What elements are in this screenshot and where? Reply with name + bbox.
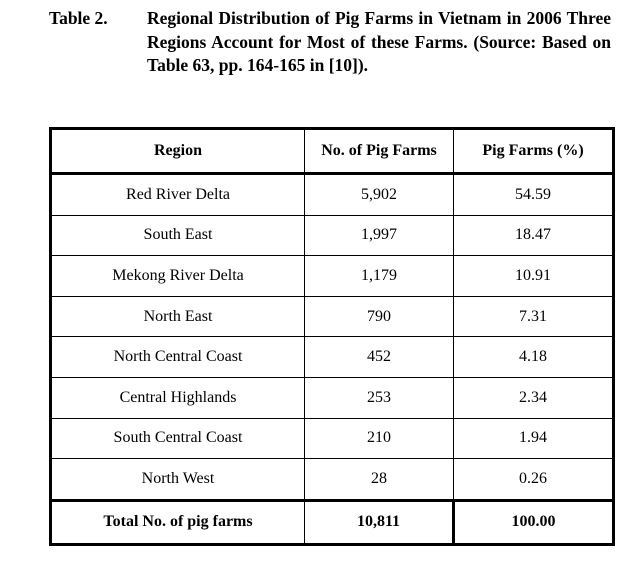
farm-percent-cell: 4.18	[453, 336, 615, 378]
total-count-cell: 10,811	[304, 498, 455, 546]
farm-percent-cell: 1.94	[453, 417, 615, 460]
table-row: North East 790 7.31	[49, 295, 615, 338]
header-region: Region	[49, 127, 305, 175]
region-cell: North East	[49, 295, 305, 338]
farm-count-cell: 790	[304, 295, 454, 338]
table-row: North Central Coast 452 4.18	[49, 336, 615, 378]
header-farm-count: No. of Pig Farms	[304, 127, 454, 175]
farm-count-cell: 253	[304, 376, 454, 419]
table-caption: Table 2. Regional Distribution of Pig Fa…	[49, 7, 611, 78]
total-row: Total No. of pig farms 10,811 100.00	[49, 498, 615, 546]
farm-count-cell: 1,997	[304, 214, 454, 257]
region-cell: Mekong River Delta	[49, 255, 305, 297]
farm-count-cell: 1,179	[304, 255, 454, 297]
table-row: Central Highlands 253 2.34	[49, 376, 615, 419]
region-cell: South Central Coast	[49, 417, 305, 460]
farm-percent-cell: 18.47	[453, 214, 615, 257]
table-row: Red River Delta 5,902 54.59	[49, 173, 615, 216]
table-row: Mekong River Delta 1,179 10.91	[49, 255, 615, 297]
header-farm-percent: Pig Farms (%)	[453, 127, 615, 175]
region-cell: North West	[49, 458, 305, 501]
farm-count-cell: 452	[304, 336, 454, 378]
farm-percent-cell: 54.59	[453, 173, 615, 216]
region-cell: Central Highlands	[49, 376, 305, 419]
farm-percent-cell: 2.34	[453, 376, 615, 419]
farm-percent-cell: 0.26	[453, 458, 615, 501]
farm-count-cell: 5,902	[304, 173, 454, 216]
table-row: South East 1,997 18.47	[49, 214, 615, 257]
farm-count-cell: 28	[304, 458, 454, 501]
region-cell: North Central Coast	[49, 336, 305, 378]
farm-count-cell: 210	[304, 417, 454, 460]
total-percent-cell: 100.00	[453, 498, 615, 546]
farm-percent-cell: 7.31	[453, 295, 615, 338]
region-cell: South East	[49, 214, 305, 257]
table-row: South Central Coast 210 1.94	[49, 417, 615, 460]
pig-farms-table: Region No. of Pig Farms Pig Farms (%) Re…	[49, 127, 615, 546]
region-cell: Red River Delta	[49, 173, 305, 216]
caption-text: Regional Distribution of Pig Farms in Vi…	[147, 8, 611, 75]
farm-percent-cell: 10.91	[453, 255, 615, 297]
table-header-row: Region No. of Pig Farms Pig Farms (%)	[49, 127, 615, 175]
total-label-cell: Total No. of pig farms	[49, 498, 305, 546]
caption-label: Table 2.	[49, 8, 108, 28]
table-row: North West 28 0.26	[49, 458, 615, 501]
